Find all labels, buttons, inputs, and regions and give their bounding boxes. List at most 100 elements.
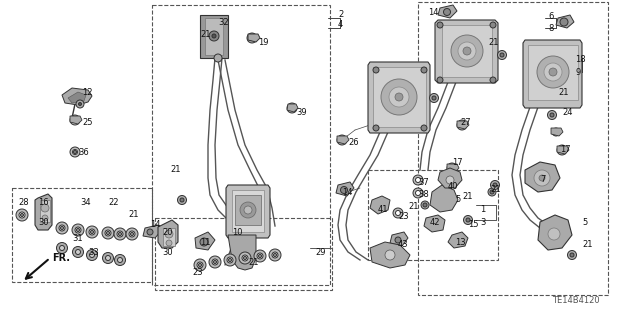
Polygon shape xyxy=(195,232,215,250)
Circle shape xyxy=(75,227,81,233)
Circle shape xyxy=(557,145,567,155)
Circle shape xyxy=(396,211,401,216)
Circle shape xyxy=(211,20,215,24)
Circle shape xyxy=(537,56,569,88)
Circle shape xyxy=(413,188,423,198)
Text: 8: 8 xyxy=(548,24,554,33)
Circle shape xyxy=(432,96,436,100)
Circle shape xyxy=(250,35,255,41)
Circle shape xyxy=(147,229,153,235)
Circle shape xyxy=(74,151,77,153)
Circle shape xyxy=(451,35,483,67)
Circle shape xyxy=(90,253,95,257)
Circle shape xyxy=(340,187,348,194)
Circle shape xyxy=(421,67,427,73)
Polygon shape xyxy=(35,194,52,230)
Text: 12: 12 xyxy=(82,88,93,97)
Text: 17: 17 xyxy=(452,158,463,167)
Circle shape xyxy=(42,215,48,221)
Bar xyxy=(373,67,426,127)
Polygon shape xyxy=(457,121,469,129)
Text: 38: 38 xyxy=(418,190,429,199)
Circle shape xyxy=(490,77,496,83)
Polygon shape xyxy=(556,15,574,28)
Circle shape xyxy=(72,117,77,122)
Circle shape xyxy=(413,175,423,185)
Polygon shape xyxy=(226,185,270,238)
Text: 11: 11 xyxy=(200,238,211,247)
Text: 31: 31 xyxy=(72,234,83,243)
Circle shape xyxy=(114,228,126,240)
Text: 21: 21 xyxy=(128,210,138,219)
Circle shape xyxy=(118,257,122,263)
Circle shape xyxy=(415,190,420,196)
Circle shape xyxy=(61,226,63,229)
Circle shape xyxy=(463,216,472,225)
Circle shape xyxy=(421,125,427,131)
Circle shape xyxy=(560,18,568,26)
Polygon shape xyxy=(368,62,430,133)
Circle shape xyxy=(131,233,134,235)
Text: 27: 27 xyxy=(460,118,470,127)
Circle shape xyxy=(259,255,262,257)
Text: 2: 2 xyxy=(338,10,343,19)
Circle shape xyxy=(423,203,427,207)
Text: 17: 17 xyxy=(560,145,571,154)
Text: 5: 5 xyxy=(582,218,588,227)
Circle shape xyxy=(72,224,84,236)
Circle shape xyxy=(497,50,506,60)
Polygon shape xyxy=(390,232,408,246)
Text: 20: 20 xyxy=(162,228,173,237)
Polygon shape xyxy=(424,215,445,232)
Text: 7: 7 xyxy=(540,175,545,184)
Circle shape xyxy=(488,188,496,196)
Circle shape xyxy=(115,255,125,265)
Circle shape xyxy=(337,135,347,145)
Circle shape xyxy=(373,125,379,131)
Polygon shape xyxy=(538,215,572,250)
Circle shape xyxy=(209,31,219,41)
Text: 21: 21 xyxy=(248,258,259,267)
Circle shape xyxy=(500,53,504,57)
Circle shape xyxy=(240,202,256,218)
Circle shape xyxy=(126,228,138,240)
Circle shape xyxy=(209,18,217,26)
Polygon shape xyxy=(525,162,560,192)
Text: 10: 10 xyxy=(232,228,243,237)
Circle shape xyxy=(389,87,409,107)
Polygon shape xyxy=(430,185,458,212)
Text: 21: 21 xyxy=(558,88,568,97)
Circle shape xyxy=(289,106,294,110)
Circle shape xyxy=(393,208,403,218)
Text: 39: 39 xyxy=(296,108,307,117)
Circle shape xyxy=(447,163,457,173)
Text: 21: 21 xyxy=(170,165,180,174)
Polygon shape xyxy=(438,5,457,18)
Circle shape xyxy=(224,254,236,266)
Circle shape xyxy=(212,259,218,265)
Circle shape xyxy=(257,253,263,259)
Circle shape xyxy=(381,79,417,115)
Text: 30: 30 xyxy=(162,248,173,257)
Circle shape xyxy=(214,261,216,263)
Text: 21: 21 xyxy=(200,30,211,39)
Polygon shape xyxy=(200,15,228,58)
Circle shape xyxy=(180,198,184,202)
Circle shape xyxy=(76,100,84,108)
Circle shape xyxy=(463,47,471,55)
Circle shape xyxy=(421,201,429,209)
Circle shape xyxy=(166,240,172,246)
Circle shape xyxy=(106,232,109,234)
Circle shape xyxy=(244,206,252,214)
Circle shape xyxy=(458,42,476,60)
Circle shape xyxy=(272,252,278,258)
Text: 25: 25 xyxy=(82,118,93,127)
Circle shape xyxy=(198,263,202,266)
Circle shape xyxy=(102,253,113,263)
Bar xyxy=(442,25,492,77)
Text: 13: 13 xyxy=(455,238,466,247)
Circle shape xyxy=(105,230,111,236)
Circle shape xyxy=(490,190,494,194)
Circle shape xyxy=(534,170,550,186)
Polygon shape xyxy=(448,232,468,248)
